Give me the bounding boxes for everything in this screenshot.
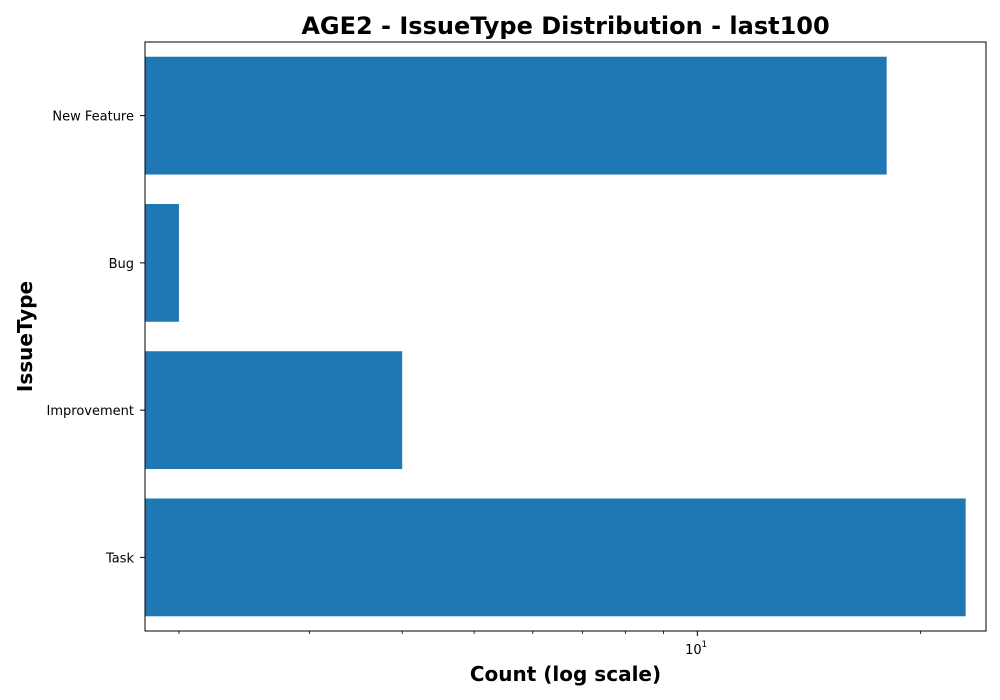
x-axis-ticks: 10 1 bbox=[178, 631, 922, 658]
bar-task bbox=[145, 498, 966, 617]
y-tick-label: Improvement bbox=[47, 404, 134, 419]
y-tick-label: Bug bbox=[109, 257, 134, 272]
x-axis-label: Count (log scale) bbox=[470, 662, 661, 686]
bar-bug bbox=[145, 203, 179, 322]
y-tick-label: Task bbox=[105, 551, 135, 566]
y-axis-ticks: Task Improvement Bug New Feature bbox=[47, 110, 145, 566]
bars-group bbox=[145, 56, 966, 617]
bar-improvement bbox=[145, 351, 403, 470]
chart-title: AGE2 - IssueType Distribution - last100 bbox=[301, 12, 829, 40]
plot-frame bbox=[144, 41, 987, 632]
x-tick-label: 10 bbox=[685, 643, 702, 658]
y-axis-label: IssueType bbox=[13, 281, 37, 392]
bar-new-feature bbox=[145, 56, 887, 175]
y-tick-label: New Feature bbox=[52, 110, 134, 125]
x-tick-exponent: 1 bbox=[701, 640, 707, 650]
